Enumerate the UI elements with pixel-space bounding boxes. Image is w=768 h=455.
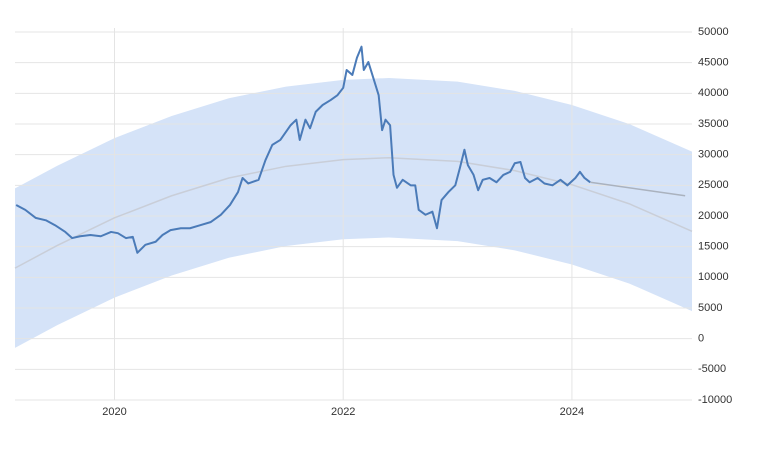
channel-band	[15, 78, 692, 348]
y-tick-label: 0	[698, 333, 704, 345]
line-series	[15, 45, 591, 254]
x-tick-label: 2022	[331, 406, 355, 418]
y-tick-label: 5000	[698, 302, 722, 314]
y-tick-label: 35000	[698, 118, 729, 130]
x-tick-label: 2024	[560, 406, 584, 418]
y-tick-label: 50000	[698, 26, 729, 38]
y-tick-label: 30000	[698, 149, 729, 161]
y-tick-label: 10000	[698, 271, 729, 283]
line-series	[14, 156, 693, 269]
y-tick-label: 25000	[698, 179, 729, 191]
y-tick-label: -10000	[698, 394, 732, 406]
x-tick-label: 2020	[102, 406, 126, 418]
y-tick-label: 45000	[698, 57, 729, 69]
line-series	[590, 181, 686, 197]
y-tick-label: -5000	[698, 363, 726, 375]
y-tick-label: 15000	[698, 241, 729, 253]
y-tick-label: 40000	[698, 87, 729, 99]
y-tick-label: 20000	[698, 210, 729, 222]
